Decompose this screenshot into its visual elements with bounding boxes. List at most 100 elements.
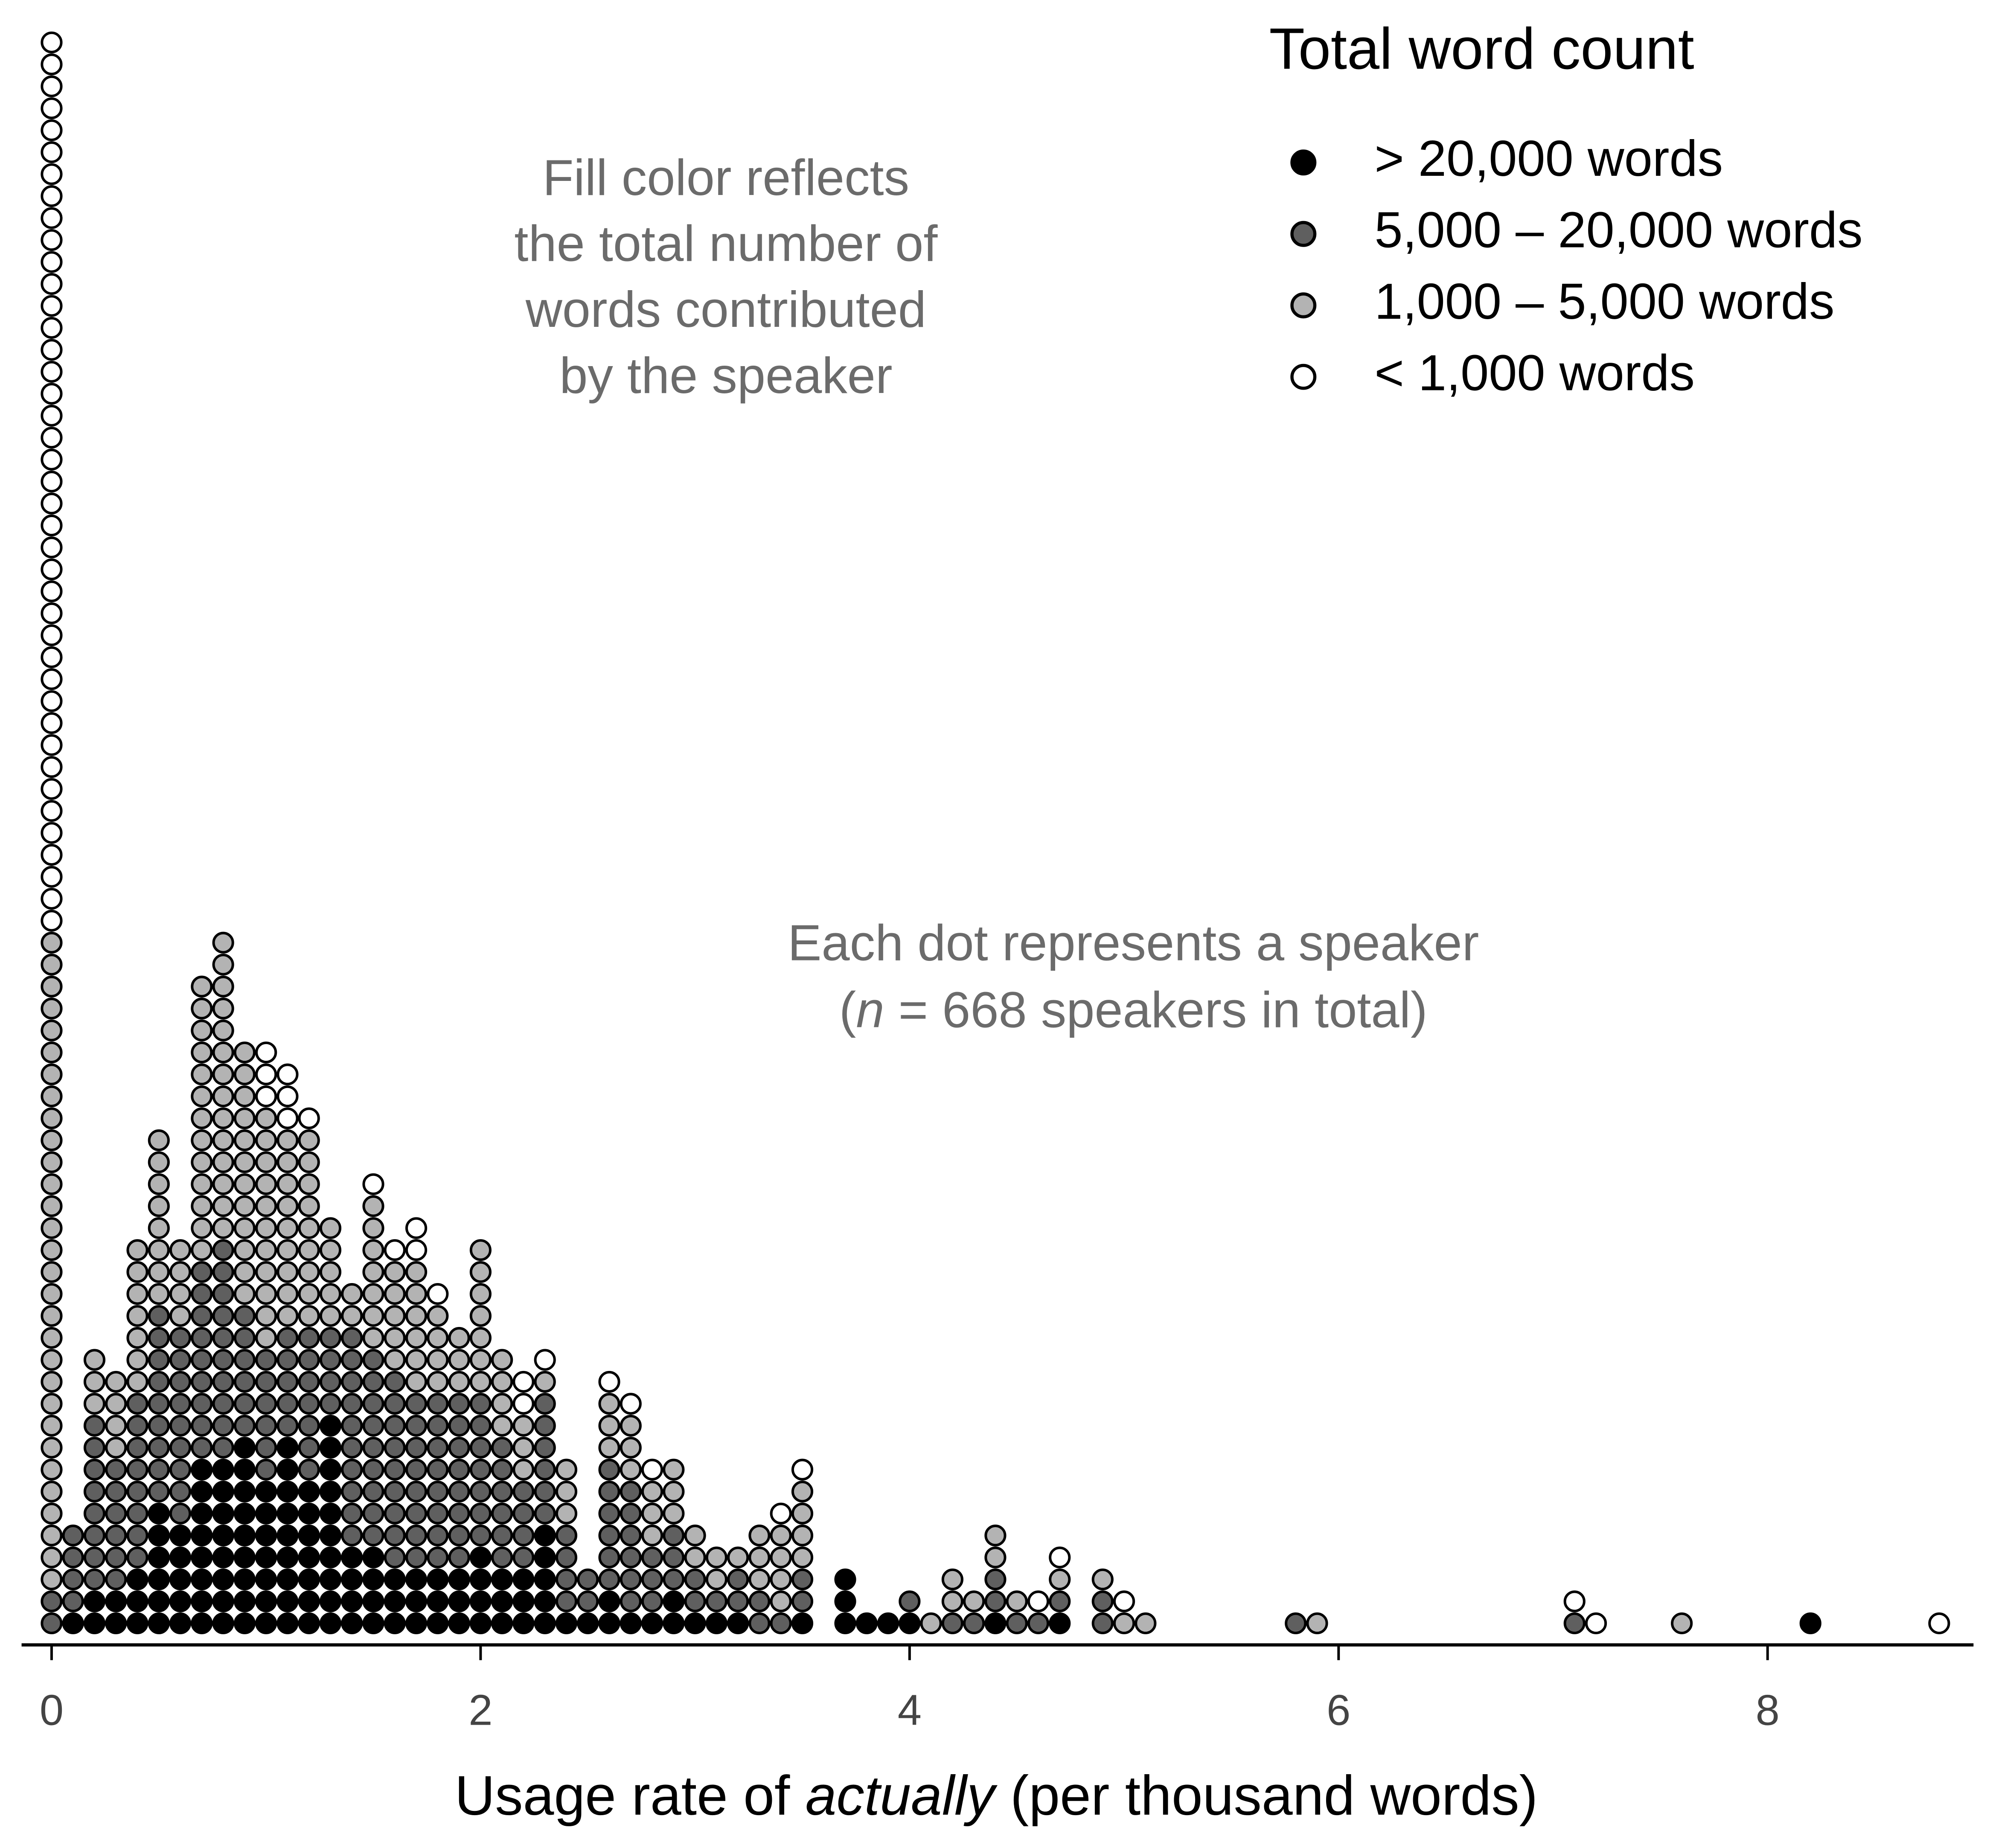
- dot: [191, 1590, 213, 1612]
- dot: [191, 1612, 213, 1635]
- dot: [41, 1239, 63, 1261]
- dot: [233, 1458, 256, 1481]
- dot: [684, 1546, 706, 1569]
- dot: [298, 1371, 320, 1393]
- dot: [191, 1458, 213, 1481]
- dot: [620, 1568, 642, 1591]
- dot: [105, 1502, 127, 1525]
- dot: [255, 1283, 277, 1305]
- dot: [491, 1414, 513, 1437]
- dot: [362, 1261, 384, 1283]
- dot: [126, 1414, 148, 1437]
- dot: [169, 1525, 192, 1547]
- dot: [126, 1261, 148, 1283]
- dot: [298, 1327, 320, 1349]
- dot: [469, 1458, 492, 1481]
- dot: [105, 1371, 127, 1393]
- dot: [555, 1590, 578, 1612]
- dot: [770, 1546, 792, 1569]
- dot: [105, 1458, 127, 1481]
- dot: [276, 1525, 299, 1547]
- dot: [212, 1349, 234, 1371]
- dot: [233, 1283, 256, 1305]
- dot: [233, 1546, 256, 1569]
- dot: [276, 1612, 299, 1635]
- annotation-part: (: [839, 982, 856, 1039]
- dot: [212, 1063, 234, 1086]
- dot: [405, 1568, 428, 1591]
- dot: [748, 1590, 771, 1612]
- dot: [41, 339, 63, 361]
- dot: [212, 1217, 234, 1239]
- dot: [469, 1502, 492, 1525]
- dot: [41, 1283, 63, 1305]
- dot: [384, 1393, 406, 1415]
- dot: [126, 1327, 148, 1349]
- dot: [663, 1502, 685, 1525]
- dot: [855, 1612, 878, 1635]
- dot: [41, 317, 63, 339]
- dot: [83, 1525, 106, 1547]
- dot: [169, 1327, 192, 1349]
- dot: [148, 1590, 170, 1612]
- dot: [83, 1502, 106, 1525]
- dot: [319, 1458, 342, 1481]
- dot: [448, 1327, 470, 1349]
- dot: [319, 1393, 342, 1415]
- dot: [233, 1437, 256, 1459]
- dot: [491, 1525, 513, 1547]
- dot: [448, 1437, 470, 1459]
- dot: [126, 1437, 148, 1459]
- dot: [276, 1283, 299, 1305]
- dot: [984, 1546, 1007, 1569]
- dot: [41, 31, 63, 54]
- dot: [384, 1568, 406, 1591]
- dot: [384, 1546, 406, 1569]
- dot: [598, 1481, 620, 1503]
- dot: [920, 1612, 942, 1635]
- dot: [41, 536, 63, 559]
- dot: [41, 778, 63, 800]
- dot: [362, 1525, 384, 1547]
- dot: [41, 954, 63, 976]
- dot: [684, 1590, 706, 1612]
- dot: [620, 1502, 642, 1525]
- dot: [255, 1414, 277, 1437]
- dot: [319, 1546, 342, 1569]
- dot: [941, 1612, 963, 1635]
- dot: [41, 185, 63, 207]
- dot: [427, 1305, 449, 1327]
- dot: [255, 1481, 277, 1503]
- dot: [233, 1371, 256, 1393]
- dot: [41, 690, 63, 712]
- dot: [148, 1261, 170, 1283]
- dot: [748, 1612, 771, 1635]
- dot: [427, 1371, 449, 1393]
- dot: [620, 1612, 642, 1635]
- dot: [448, 1612, 470, 1635]
- dot: [469, 1612, 492, 1635]
- dot: [663, 1458, 685, 1481]
- dot: [384, 1437, 406, 1459]
- dot: [1027, 1612, 1050, 1635]
- dot: [491, 1612, 513, 1635]
- dot: [41, 492, 63, 515]
- dot: [791, 1568, 814, 1591]
- dot: [384, 1481, 406, 1503]
- dot: [1671, 1612, 1693, 1635]
- x-axis-title-part: actually: [806, 1764, 998, 1826]
- dot: [233, 1612, 256, 1635]
- dot: [405, 1546, 428, 1569]
- dot: [191, 1195, 213, 1217]
- dot: [233, 1414, 256, 1437]
- dot: [362, 1612, 384, 1635]
- dot: [191, 1063, 213, 1086]
- dot: [341, 1502, 363, 1525]
- legend-marker: [1290, 292, 1317, 319]
- dot: [941, 1568, 963, 1591]
- dot: [598, 1568, 620, 1591]
- dot: [641, 1481, 663, 1503]
- dot: [448, 1546, 470, 1569]
- dot: [341, 1349, 363, 1371]
- dot: [534, 1502, 556, 1525]
